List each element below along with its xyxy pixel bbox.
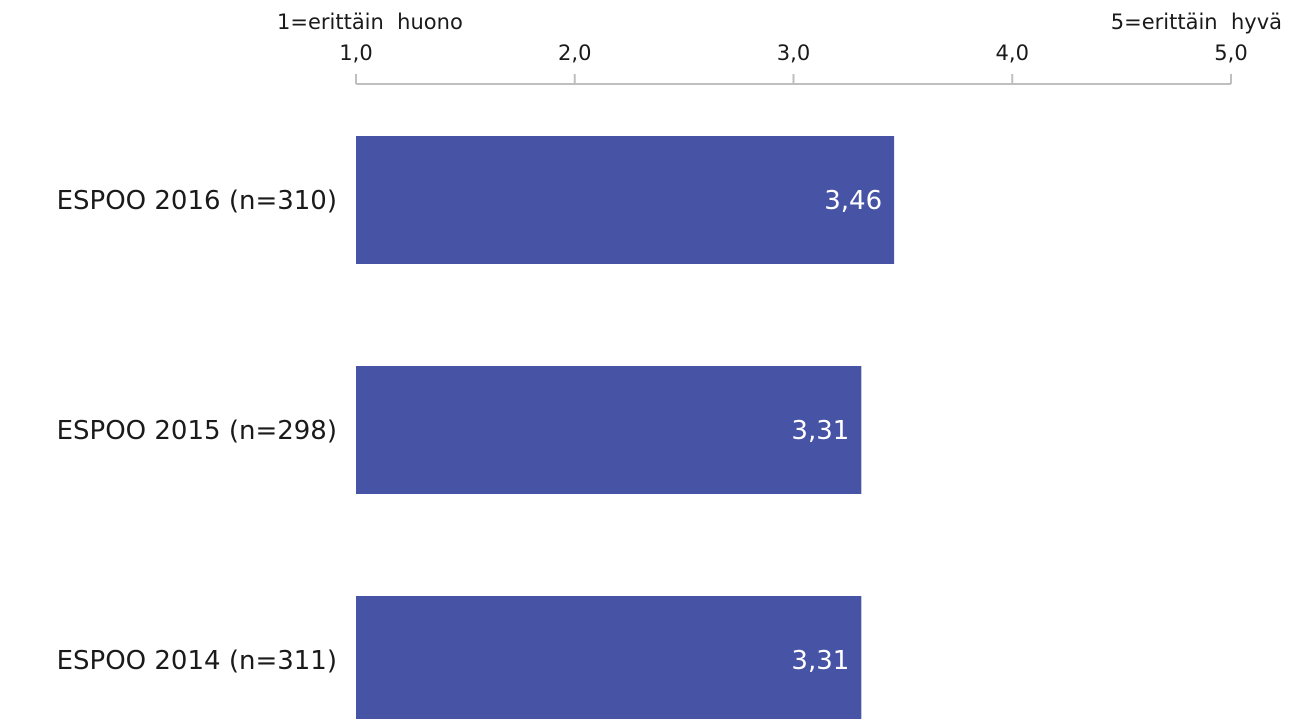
scale-high-label: 5=erittäin hyvä [1111,10,1282,34]
category-label: ESPOO 2014 (n=311) [57,646,337,676]
bars: 3,46 ESPOO 2016 (n=310) 3,31 ESPOO 2015 (n=… [57,136,895,723]
bar-value-label: 3,31 [791,646,849,676]
x-tick-label: 4,0 [996,41,1029,65]
category-label: ESPOO 2016 (n=310) [57,186,337,216]
bar [356,136,895,264]
x-tick-label: 3,0 [777,41,810,65]
bar [356,596,862,723]
category-label: ESPOO 2015 (n=298) [57,416,337,446]
bar [356,366,862,494]
x-tick-label: 1,0 [339,41,372,65]
scale-low-label: 1=erittäin huono [277,10,463,34]
x-axis: 1,0 2,0 3,0 4,0 5,0 [339,41,1248,85]
x-tick-label: 2,0 [558,41,591,65]
bar-value-label: 3,31 [791,416,849,446]
x-tick-label: 5,0 [1214,41,1247,65]
bar-value-label: 3,46 [824,186,882,216]
